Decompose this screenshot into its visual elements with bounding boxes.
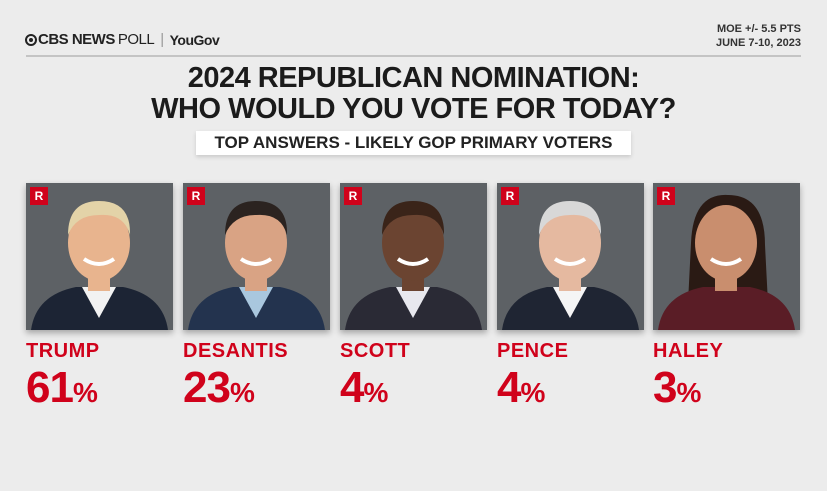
party-badge: R [501, 187, 519, 205]
candidate-percent: 23% [183, 365, 330, 416]
candidate-percent: 61% [26, 365, 173, 416]
candidate-card: R TRUMP 61% [26, 183, 173, 416]
percent-sign: % [229, 377, 255, 408]
portrait-image [31, 201, 168, 330]
percent-sign: % [676, 377, 701, 408]
portrait-image [502, 201, 639, 330]
candidate-name: DESANTIS [183, 340, 289, 362]
portrait-image [188, 201, 325, 330]
party-badge: R [30, 187, 48, 205]
party-badge: R [187, 187, 205, 205]
candidate-card: R PENCE 4% [497, 183, 644, 416]
candidate-percent: 4% [340, 365, 487, 416]
candidate-name: PENCE [497, 340, 569, 362]
candidate-photo: R [340, 183, 487, 330]
percent-sign: % [363, 377, 388, 408]
candidate-photo: R [26, 183, 173, 330]
percent-value: 3 [653, 363, 678, 412]
percent-value: 23 [183, 363, 231, 412]
header-divider [26, 55, 801, 57]
candidate-photo: R [497, 183, 644, 330]
logo-separator: | [160, 31, 164, 48]
candidate-percent: 4% [497, 365, 644, 416]
title-line-2: WHO WOULD YOU VOTE FOR TODAY? [151, 93, 676, 125]
logo-yougov: YouGov [169, 31, 220, 48]
percent-value: 61 [26, 363, 74, 412]
percent-value: 4 [340, 363, 365, 412]
chart-subtitle: TOP ANSWERS - LIKELY GOP PRIMARY VOTERS [196, 131, 631, 155]
chart-title: 2024 REPUBLICAN NOMINATION: WHO WOULD YO… [0, 63, 827, 125]
poll-dates: JUNE 7-10, 2023 [716, 37, 801, 49]
margin-of-error: MOE +/- 5.5 PTS [716, 23, 801, 35]
candidate-photo: R [183, 183, 330, 330]
party-badge: R [344, 187, 362, 205]
candidate-name: SCOTT [340, 340, 411, 362]
portrait-image [345, 201, 482, 330]
title-line-1: 2024 REPUBLICAN NOMINATION: [187, 62, 640, 94]
percent-value: 4 [497, 363, 522, 412]
portrait-image [658, 194, 795, 330]
candidate-photo: R [653, 183, 800, 330]
logo-cbs-news: CBS NEWS [38, 31, 115, 48]
candidate-name: TRUMP [26, 340, 100, 362]
logo-poll: POLL [117, 31, 155, 48]
poll-meta: MOE +/- 5.5 PTS JUNE 7-10, 2023 [716, 22, 801, 50]
poll-logo: CBS NEWS POLL | YouGov [25, 31, 220, 48]
candidate-card: R DESANTIS 23% [183, 183, 330, 416]
candidate-card: R SCOTT 4% [340, 183, 487, 416]
cbs-eye-icon [25, 33, 37, 46]
candidate-name: HALEY [653, 340, 724, 362]
party-badge: R [657, 187, 675, 205]
candidate-percent: 3% [653, 365, 800, 416]
percent-sign: % [72, 377, 98, 408]
percent-sign: % [520, 377, 545, 408]
candidate-card: R HALEY 3% [653, 183, 800, 416]
